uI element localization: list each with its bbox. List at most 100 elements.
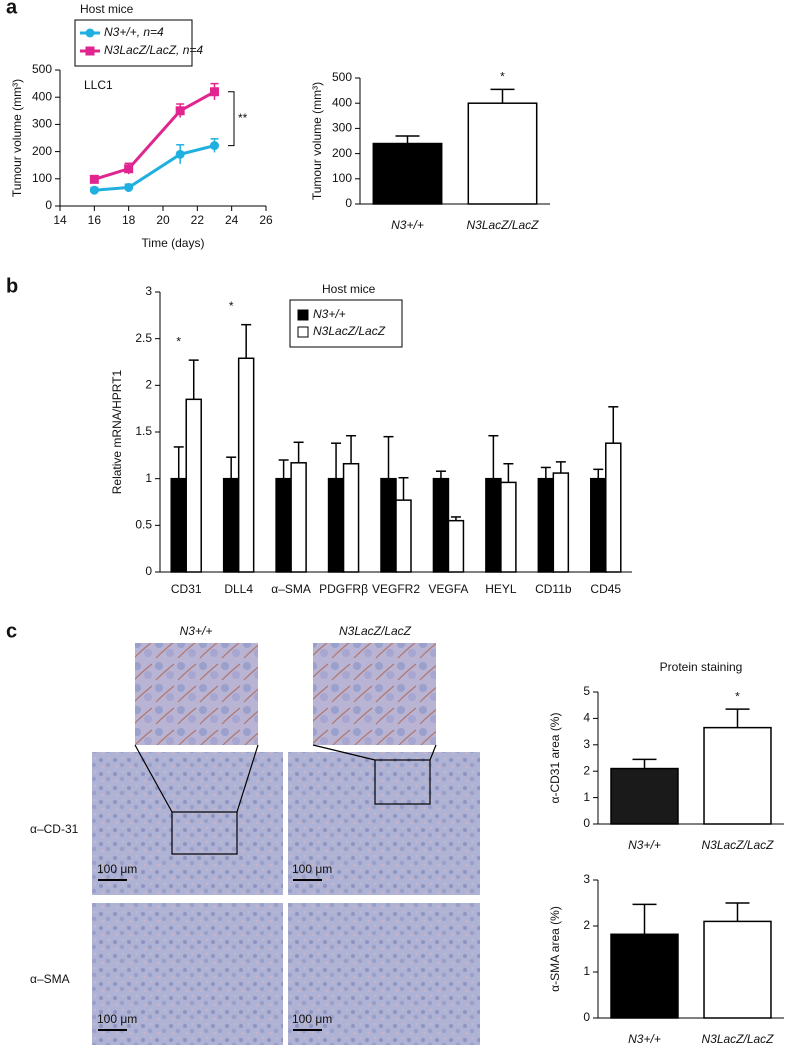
annotation: ** <box>238 111 248 125</box>
x-tick-label: N3+/+ <box>628 838 661 852</box>
series-line <box>94 144 215 192</box>
annotation: * <box>176 334 181 348</box>
y-tick-label: 100 <box>32 171 52 185</box>
row-label: α–SMA <box>30 972 70 986</box>
panel-label: a <box>6 0 18 18</box>
legend-title: Host mice <box>322 282 376 296</box>
zoom-line <box>312 744 376 761</box>
zoom-line <box>236 744 259 813</box>
x-tick-label: PDGFRβ <box>319 582 368 596</box>
micrograph <box>288 903 480 1045</box>
row-label: α–CD-31 <box>30 822 79 836</box>
x-tick-label: VEGFA <box>428 582 468 596</box>
zoom-box <box>171 811 238 855</box>
x-tick-label: CD11b <box>535 582 572 596</box>
y-tick-label: 2 <box>145 378 152 392</box>
point <box>89 174 99 184</box>
legend-label: N3+/+ <box>313 307 346 321</box>
annotation: * <box>229 299 234 313</box>
x-tick-label: 20 <box>156 213 170 227</box>
y-tick-label: 0 <box>583 1010 590 1024</box>
y-tick-label: 2 <box>583 918 590 932</box>
bar <box>447 519 465 573</box>
y-tick-label: 3 <box>583 872 590 886</box>
bar <box>500 481 517 573</box>
point <box>124 183 134 193</box>
zoom-box <box>374 759 431 805</box>
bar <box>537 477 555 573</box>
y-tick-label: 300 <box>32 117 52 131</box>
y-tick-label: 1 <box>145 471 152 485</box>
point <box>175 106 185 116</box>
y-tick-label: 300 <box>332 121 352 135</box>
bar <box>290 462 307 573</box>
y-tick-label: 2 <box>583 763 590 777</box>
bar <box>395 499 412 573</box>
y-axis-label: Tumour volume (mm³) <box>10 79 24 197</box>
micrograph <box>92 903 283 1045</box>
y-tick-label: 5 <box>583 684 590 698</box>
bracket <box>228 91 235 147</box>
y-tick-label: 0 <box>583 816 590 830</box>
bar <box>605 442 622 573</box>
column-label: N3+/+ <box>180 624 213 638</box>
micrograph <box>92 752 283 895</box>
x-tick-label: N3LacZ/LacZ <box>701 1032 774 1046</box>
x-tick-label: HEYL <box>485 582 517 596</box>
bar <box>432 477 450 573</box>
bar <box>485 477 502 573</box>
y-axis-label: Tumour volume (mm³) <box>310 82 324 200</box>
bar <box>222 477 240 573</box>
x-tick-label: VEGFR2 <box>372 582 420 596</box>
y-axis-label: α-CD31 area (%) <box>548 713 562 804</box>
x-tick-label: DLL4 <box>224 582 253 596</box>
x-tick-label: 16 <box>88 213 102 227</box>
y-tick-label: 500 <box>332 70 352 84</box>
bar <box>703 920 772 1019</box>
series-line <box>93 90 216 181</box>
y-tick-label: 4 <box>583 711 590 725</box>
bar <box>703 726 772 825</box>
point <box>175 149 185 159</box>
bar <box>237 357 255 573</box>
inset <box>135 643 258 745</box>
scale-bar-label: 100 μm <box>292 862 332 876</box>
bar <box>327 477 345 573</box>
legend-title: Host mice <box>80 2 134 16</box>
y-tick-label: 2.5 <box>135 331 152 345</box>
scale-bar-label: 100 μm <box>97 862 137 876</box>
bar <box>590 477 607 573</box>
legend-box <box>74 19 193 67</box>
legend-marker <box>85 46 95 56</box>
y-tick-label: 0.5 <box>135 518 152 532</box>
point <box>89 185 99 195</box>
annotation: * <box>500 70 505 84</box>
x-tick-label: 14 <box>53 213 67 227</box>
y-axis-label: Relative mRNA/HPRT1 <box>110 369 124 494</box>
y-tick-label: 400 <box>332 95 352 109</box>
y-tick-label: 200 <box>332 146 352 160</box>
bar <box>467 102 538 205</box>
x-tick-label: N3+/+ <box>391 218 424 232</box>
x-tick-label: 22 <box>191 213 205 227</box>
y-tick-label: 500 <box>32 62 52 76</box>
zoom-line <box>134 744 173 813</box>
bar <box>342 462 360 573</box>
bar <box>372 142 443 205</box>
chart-title: Protein staining <box>660 660 743 674</box>
legend-label: N3LacZ/LacZ <box>313 324 386 338</box>
legend-marker <box>297 326 309 338</box>
bar <box>610 767 679 825</box>
micrograph <box>288 752 480 895</box>
y-tick-label: 0 <box>345 196 352 210</box>
x-tick-label: 18 <box>122 213 136 227</box>
legend-box <box>289 299 403 348</box>
x-tick-label: CD45 <box>590 582 621 596</box>
y-tick-label: 1.5 <box>135 424 152 438</box>
point <box>124 164 134 174</box>
y-axis-label: α-SMA area (%) <box>548 906 562 992</box>
bar <box>275 477 292 573</box>
point <box>210 87 219 97</box>
y-tick-label: 3 <box>583 737 590 751</box>
